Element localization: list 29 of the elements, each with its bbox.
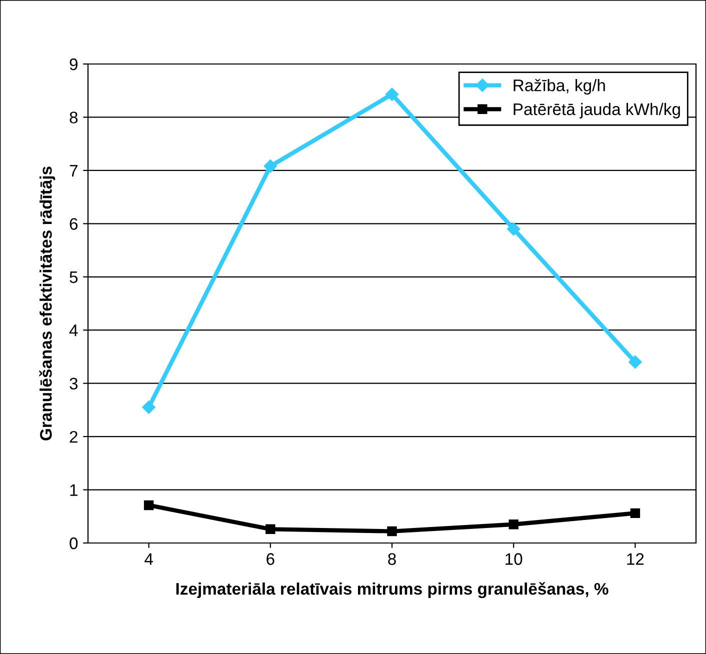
x-tick-label: 4	[144, 553, 153, 565]
point	[508, 520, 518, 530]
legend-label: Patērētā jauda kWh/kg	[514, 102, 680, 118]
point	[142, 400, 156, 414]
y-tick-label: 5	[70, 271, 78, 284]
legend-label: Ražība, kg/h	[514, 79, 605, 95]
point	[630, 508, 640, 518]
x-tick-label: 12	[627, 553, 644, 565]
x-tick-label: 8	[388, 553, 396, 565]
y-tick-label: 0	[70, 537, 78, 550]
point	[628, 355, 642, 369]
point	[264, 160, 277, 173]
y-tick-label: 1	[70, 484, 78, 496]
point	[507, 222, 520, 236]
y-tick-label: 6	[70, 218, 78, 230]
y-tick-label: 8	[70, 112, 78, 124]
x-tick-label: 6	[266, 553, 274, 565]
y-tick-label: 4	[69, 324, 78, 336]
point	[385, 88, 399, 101]
x-axis-title: Izejmateriāla relatīvais mitrums pirms granulēšanas, %	[176, 582, 608, 598]
y-axis-title: Granulēšanas efektivitātes rādītājs	[39, 166, 56, 440]
y-tick-label: 7	[70, 165, 78, 176]
y-tick-label: 9	[70, 58, 78, 70]
y-tick-label: 2	[70, 430, 78, 443]
x-tick-label: 10	[506, 553, 522, 565]
point	[266, 524, 276, 534]
y-tick-label: 3	[70, 378, 78, 390]
point	[144, 500, 154, 510]
point	[387, 526, 397, 536]
